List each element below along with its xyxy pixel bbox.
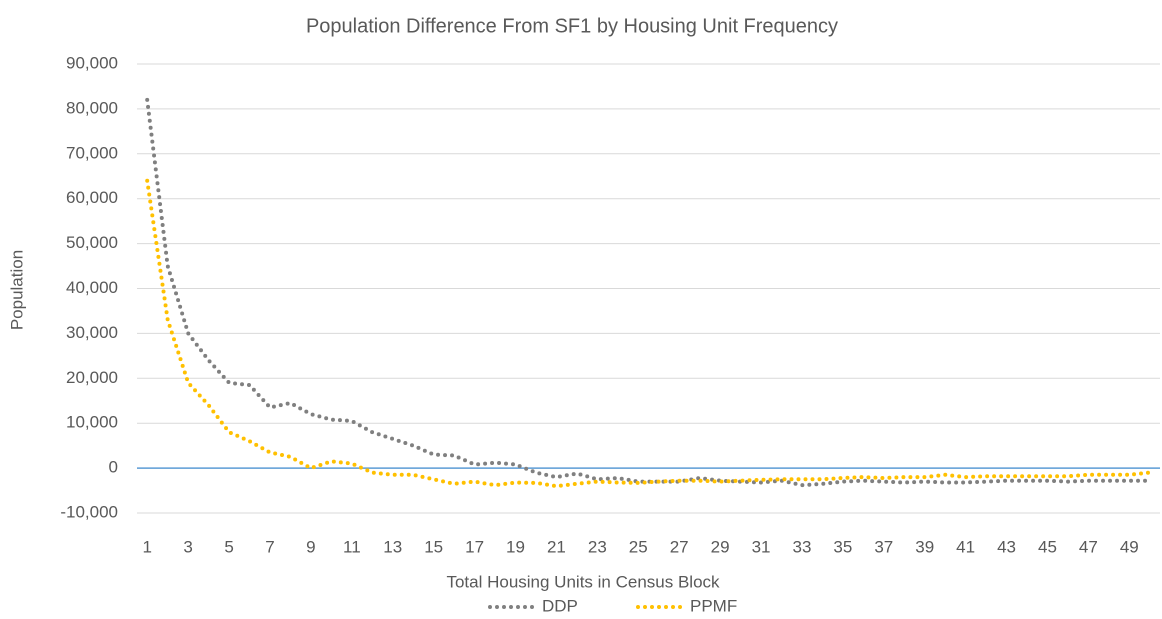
y-tick-label: 10,000 (66, 413, 118, 432)
x-tick-label: 11 (343, 537, 361, 556)
x-tick-label: 29 (711, 537, 730, 556)
x-tick-label: 35 (833, 537, 852, 556)
x-tick-label: 13 (383, 537, 402, 556)
x-tick-label: 1 (142, 537, 151, 556)
y-tick-label: 0 (109, 458, 118, 477)
x-tick-label: 9 (306, 537, 315, 556)
x-tick-label: 37 (874, 537, 893, 556)
legend-label: PPMF (690, 596, 737, 615)
y-tick-label: 50,000 (66, 233, 118, 252)
data-line (145, 97, 1152, 488)
x-tick-label: 3 (183, 537, 192, 556)
y-axis-title: Population (7, 250, 26, 330)
y-tick-label: 60,000 (66, 188, 118, 207)
x-tick-label: 27 (670, 537, 689, 556)
y-tick-label: 70,000 (66, 143, 118, 162)
y-tick-label: 30,000 (66, 323, 118, 342)
x-tick-label: 15 (424, 537, 443, 556)
x-tick-label: 45 (1038, 537, 1057, 556)
x-tick-label: 17 (465, 537, 484, 556)
y-tick-label: -10,000 (60, 502, 118, 521)
x-tick-label: 33 (792, 537, 811, 556)
x-axis-title: Total Housing Units in Census Block (446, 572, 720, 591)
legend-label: DDP (542, 596, 578, 615)
y-tick-label: 20,000 (66, 368, 118, 387)
chart-title: Population Difference From SF1 by Housin… (306, 15, 838, 37)
y-tick-label: 40,000 (66, 278, 118, 297)
data-line (145, 178, 1152, 489)
x-tick-label: 49 (1120, 537, 1139, 556)
x-tick-label: 21 (547, 537, 566, 556)
y-tick-label: 90,000 (66, 53, 118, 72)
x-tick-label: 5 (224, 537, 233, 556)
x-tick-label: 39 (915, 537, 934, 556)
x-tick-label: 31 (752, 537, 771, 556)
x-tick-label: 41 (956, 537, 975, 556)
x-tick-label: 19 (506, 537, 525, 556)
y-tick-label: 80,000 (66, 98, 118, 117)
x-tick-label: 25 (629, 537, 648, 556)
x-tick-label: 47 (1079, 537, 1098, 556)
x-tick-label: 7 (265, 537, 274, 556)
x-tick-label: 23 (588, 537, 607, 556)
x-tick-label: 43 (997, 537, 1016, 556)
